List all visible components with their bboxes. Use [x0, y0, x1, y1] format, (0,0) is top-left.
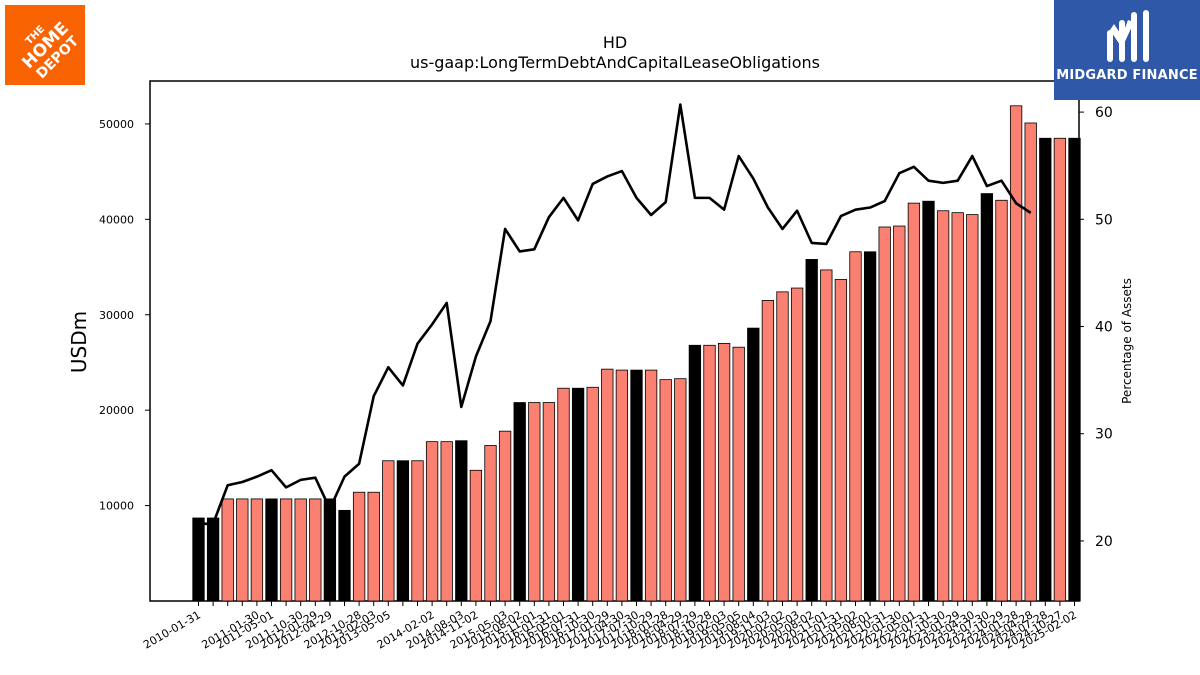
bar [995, 199, 1008, 602]
bar [236, 498, 249, 602]
bar [644, 369, 658, 602]
y-tick-label: 20000 [99, 404, 134, 417]
y-axis-label: USDm [67, 311, 91, 373]
home-depot-logo-icon: THE HOME DEPOT [5, 5, 85, 85]
y-tick-label: 30000 [99, 309, 134, 322]
y2-tick-label: 20 [1095, 534, 1113, 550]
bar [688, 344, 702, 602]
bar [571, 387, 585, 602]
bar [513, 402, 526, 602]
bar [382, 460, 395, 602]
bar [615, 369, 629, 602]
bar [1039, 137, 1052, 602]
bar [294, 498, 307, 602]
bar [849, 251, 862, 602]
chart-subtitle: us-gaap:LongTermDebtAndCapitalLeaseOblig… [410, 53, 820, 72]
bar [338, 509, 351, 602]
bar [936, 210, 950, 602]
y-tick-label: 40000 [99, 213, 134, 226]
bar [1024, 122, 1037, 602]
y2-tick-label: 60 [1095, 105, 1113, 121]
bar [1053, 137, 1067, 602]
y2-tick-label: 50 [1095, 212, 1113, 228]
bar [922, 200, 935, 602]
bar [761, 300, 775, 602]
y-tick-label: 50000 [99, 118, 134, 131]
bar [411, 460, 424, 602]
bar [732, 346, 745, 602]
chart-title: HD [603, 33, 627, 52]
midgard-finance-brand-text: MIDGARD FINANCE [1056, 68, 1198, 83]
bar [703, 344, 716, 602]
bar [893, 225, 906, 602]
bar [528, 402, 541, 602]
midgard-m-icon [1107, 10, 1149, 62]
bar [250, 498, 264, 602]
bar [601, 368, 614, 602]
percentage-line [198, 103, 1032, 526]
right-axis: 20 30 40 50 60 [1079, 105, 1113, 550]
home-depot-logo: THE HOME DEPOT [5, 5, 85, 85]
bar [674, 378, 687, 602]
bar [980, 193, 994, 602]
bar [586, 386, 599, 602]
bar [396, 460, 410, 602]
line-layer [198, 103, 1032, 526]
bar [469, 469, 483, 602]
bar [1009, 105, 1023, 602]
bar [717, 342, 731, 602]
bar [484, 445, 497, 602]
bar [805, 259, 818, 602]
bar [265, 498, 278, 602]
x-tick-label: 2010-01-31 [141, 608, 203, 651]
y-tick-label: 10000 [99, 500, 134, 513]
bar [425, 441, 439, 602]
bar [309, 498, 322, 602]
y2-tick-label: 30 [1095, 427, 1113, 443]
bars-layer [192, 105, 1081, 602]
bar [747, 327, 760, 602]
bar [863, 251, 877, 602]
bar [776, 291, 789, 602]
bar [192, 517, 205, 602]
bar [455, 440, 468, 602]
bar [878, 226, 891, 602]
bar [630, 369, 643, 602]
bar [323, 498, 337, 602]
bar [820, 269, 833, 602]
bar [557, 387, 570, 602]
midgard-finance-logo: MIDGARD FINANCE [1054, 0, 1200, 100]
bar [966, 214, 979, 602]
bar [440, 441, 453, 602]
bar [221, 498, 234, 602]
y2-axis-label: Percentage of Assets [1120, 278, 1134, 404]
bar [659, 379, 672, 602]
left-axis: 10000 20000 30000 40000 50000 [99, 118, 150, 513]
bar [542, 402, 556, 602]
bar [367, 491, 380, 602]
x-axis: 2010-01-312011-01-302011-05-012011-10-30… [141, 601, 1079, 652]
y2-tick-label: 40 [1095, 320, 1113, 336]
bar [352, 491, 366, 602]
bar [834, 279, 848, 602]
bar [951, 212, 964, 602]
bar [206, 517, 220, 602]
bar [279, 498, 293, 602]
bar [498, 430, 512, 602]
bar [1068, 137, 1081, 602]
bar [790, 287, 804, 602]
bar [907, 202, 921, 602]
